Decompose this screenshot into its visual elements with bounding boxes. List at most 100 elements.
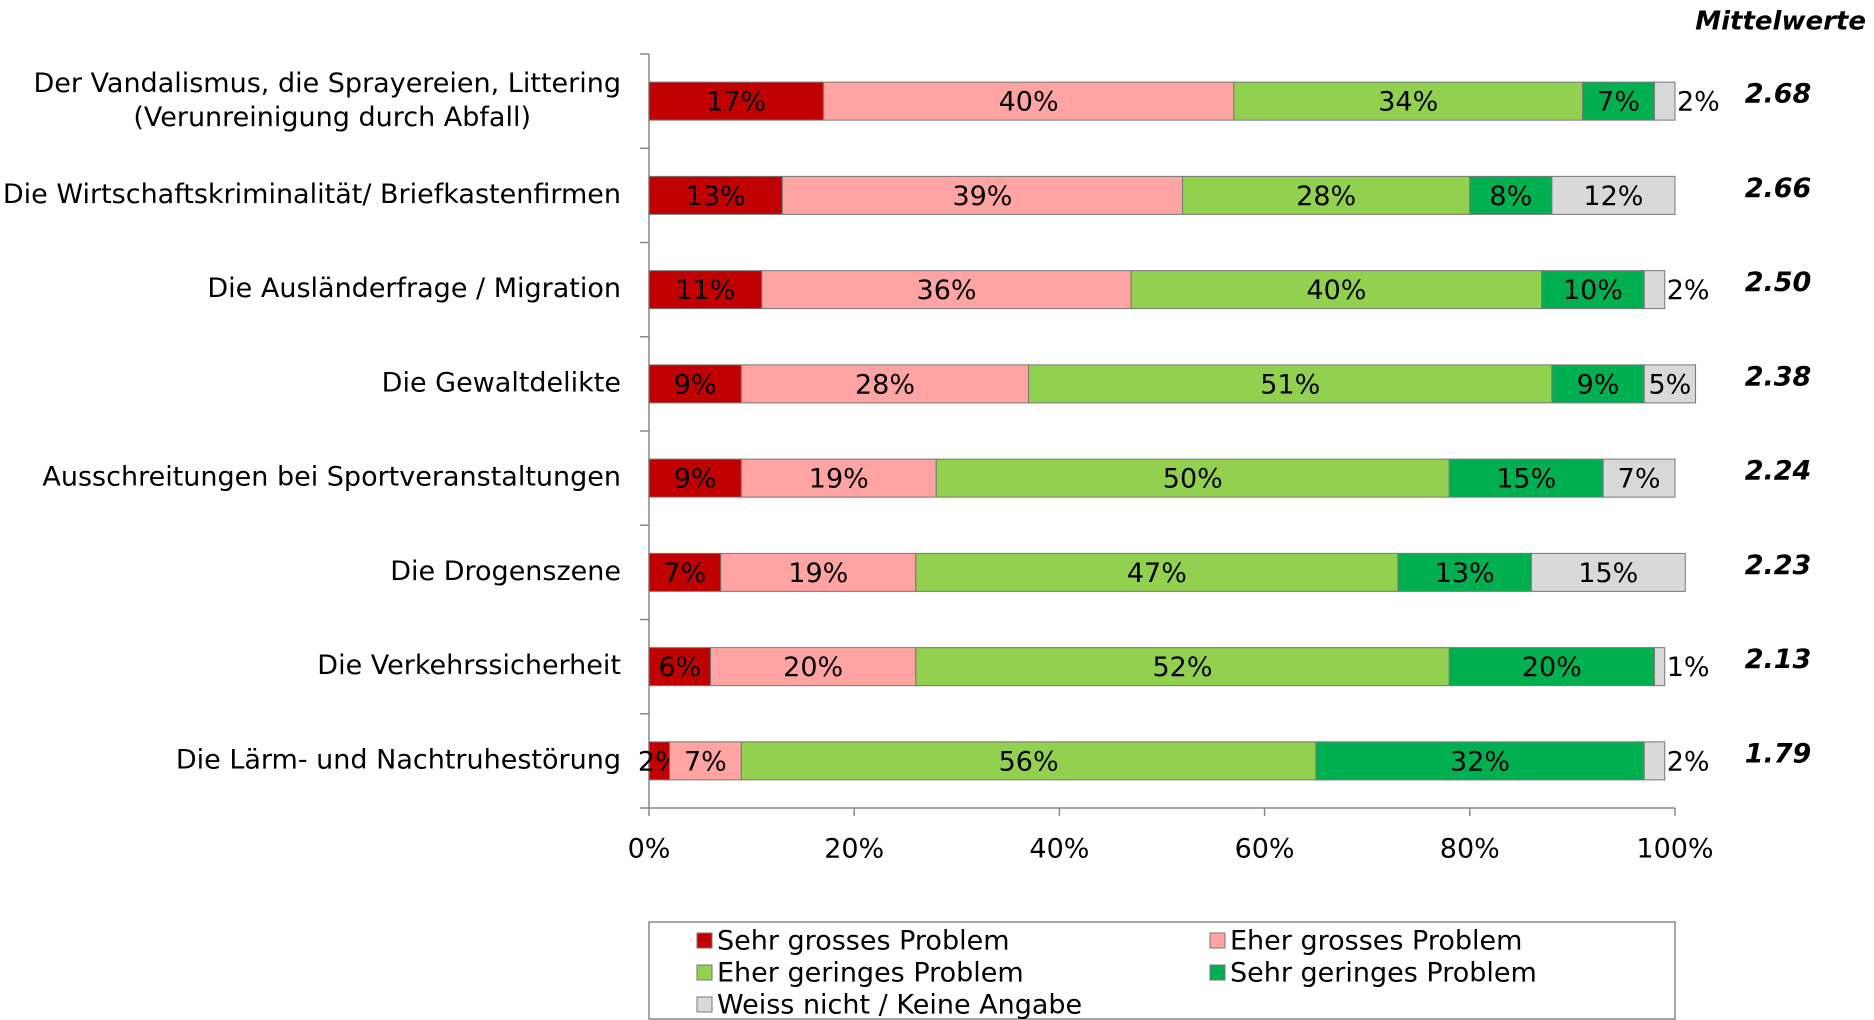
value-label: 36% <box>917 275 977 306</box>
bar-segment <box>740 741 1317 781</box>
bar-segment <box>669 741 742 781</box>
value-label: 7% <box>1618 464 1661 495</box>
value-label: 11% <box>675 275 735 306</box>
x-tick-label: 60% <box>1235 834 1295 865</box>
mean-value: 2.38 <box>1745 361 1812 392</box>
value-label: 32% <box>1450 746 1510 777</box>
legend-swatch <box>1209 964 1226 981</box>
legend-label: Sehr geringes Problem <box>1230 958 1537 989</box>
value-label: 12% <box>1583 181 1643 212</box>
value-label: 20% <box>783 652 843 683</box>
x-tick-label: 80% <box>1440 834 1500 865</box>
bar-segment <box>1315 741 1645 781</box>
value-label: 40% <box>999 87 1059 118</box>
value-label: 8% <box>1489 181 1532 212</box>
value-label: 2% <box>1677 87 1720 118</box>
bar-segment <box>1602 458 1676 498</box>
legend-swatch <box>1209 932 1226 949</box>
bar-segment <box>1397 552 1532 592</box>
bar-segment <box>1469 175 1553 215</box>
means-title: Mittelwerte <box>1695 7 1866 37</box>
value-label: 6% <box>658 652 701 683</box>
value-label: 39% <box>952 181 1012 212</box>
value-label: 40% <box>1306 275 1366 306</box>
legend-label: Weiss nicht / Keine Angabe <box>717 990 1082 1020</box>
bar-segment <box>1551 175 1676 215</box>
value-label: 9% <box>1577 369 1620 400</box>
value-label: 13% <box>1435 558 1495 589</box>
category-label: Die Wirtschaftskriminalität/ Briefkasten… <box>3 179 621 210</box>
value-label: 7% <box>684 746 727 777</box>
legend-label: Eher grosses Problem <box>1230 926 1522 957</box>
value-label: 50% <box>1163 464 1223 495</box>
bar-segment <box>1643 364 1697 404</box>
value-label: 28% <box>1296 181 1356 212</box>
value-label: 15% <box>1578 558 1638 589</box>
bar-segment <box>648 364 742 404</box>
value-label: 7% <box>1597 87 1640 118</box>
bar-segment <box>935 458 1450 498</box>
category-label: Der Vandalismus, die Sprayereien, Litter… <box>33 68 621 133</box>
bar-segment <box>720 552 917 592</box>
value-label: 20% <box>1522 652 1582 683</box>
mean-value: 1.79 <box>1745 738 1812 769</box>
bar-segment <box>1182 175 1471 215</box>
value-label: 56% <box>999 746 1059 777</box>
bar-segment <box>740 364 1030 404</box>
value-label: 9% <box>674 369 717 400</box>
value-label: 2% <box>1667 275 1710 306</box>
bar-segment <box>1530 552 1686 592</box>
value-label: 15% <box>1496 464 1556 495</box>
bar-segment <box>1653 81 1676 121</box>
bar-segment <box>1643 270 1666 310</box>
x-tick-label: 0% <box>628 834 671 865</box>
category-label-line: (Verunreinigung durch Abfall) <box>133 102 531 133</box>
value-label: 19% <box>788 558 848 589</box>
bar-segment <box>915 647 1450 687</box>
bar-segment <box>1643 741 1666 781</box>
mean-value: 2.24 <box>1745 456 1812 487</box>
bar-segment <box>1653 647 1666 687</box>
legend-swatch <box>696 996 713 1013</box>
legend-label: Sehr grosses Problem <box>717 926 1010 957</box>
category-label: Ausschreitungen bei Sportveranstaltungen <box>42 462 621 493</box>
category-label: Die Lärm- und Nachtruhestörung <box>176 744 621 775</box>
bar-segment <box>781 175 1184 215</box>
x-tick-label: 40% <box>1029 834 1089 865</box>
value-label: 1% <box>1667 652 1710 683</box>
bar-segment <box>648 270 763 310</box>
legend-label: Eher geringes Problem <box>717 958 1024 989</box>
mean-value: 2.68 <box>1745 79 1812 110</box>
value-label: 47% <box>1127 558 1187 589</box>
category-label-line: Der Vandalismus, die Sprayereien, Litter… <box>33 68 621 99</box>
mean-value: 2.23 <box>1745 550 1812 581</box>
value-label: 19% <box>809 464 869 495</box>
mean-value: 2.13 <box>1745 644 1812 675</box>
bar-segment <box>915 552 1399 592</box>
value-label: 5% <box>1648 369 1691 400</box>
category-label: Die Ausländerfrage / Migration <box>207 273 621 304</box>
bar-segment <box>710 647 917 687</box>
legend-swatch <box>696 932 713 949</box>
mean-value: 2.66 <box>1745 173 1812 204</box>
bar-segment <box>740 458 937 498</box>
bar-segment <box>822 81 1235 121</box>
value-label: 10% <box>1563 275 1623 306</box>
category-label: Die Gewaltdelikte <box>382 367 621 398</box>
bar-segment <box>1551 364 1645 404</box>
mean-value: 2.50 <box>1745 267 1812 298</box>
category-label: Die Drogenszene <box>390 556 621 587</box>
x-tick-label: 20% <box>824 834 884 865</box>
bar-segment <box>1028 364 1553 404</box>
value-label: 9% <box>674 464 717 495</box>
value-label: 34% <box>1378 87 1438 118</box>
value-label: 17% <box>706 87 766 118</box>
value-label: 13% <box>686 181 746 212</box>
bar-segment <box>1448 458 1604 498</box>
bar-segment <box>648 175 783 215</box>
value-label: 52% <box>1153 652 1213 683</box>
value-label: 7% <box>663 558 706 589</box>
bar-segment <box>648 81 824 121</box>
category-label: Die Verkehrssicherheit <box>317 650 621 681</box>
